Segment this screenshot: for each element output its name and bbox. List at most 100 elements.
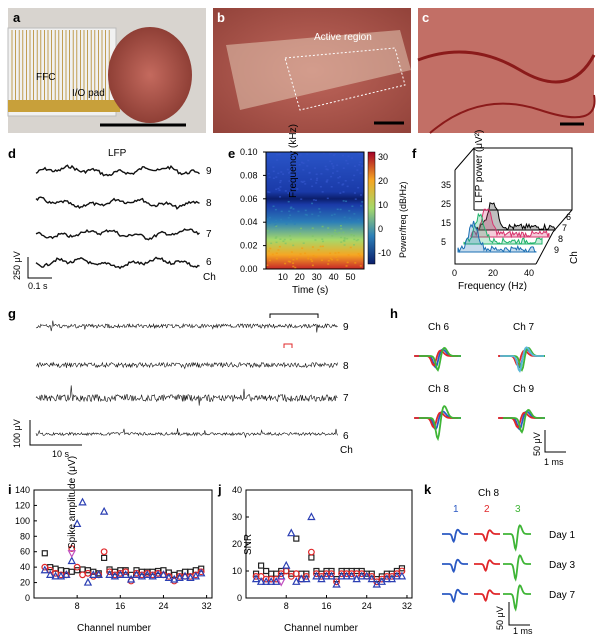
ytick: 30 — [232, 512, 242, 522]
colorbar — [367, 151, 376, 265]
k-scale-x: 1 ms — [513, 626, 533, 636]
k-waveform — [474, 529, 500, 543]
g-traces — [35, 320, 338, 439]
panel-label-h: h — [390, 306, 398, 321]
k-scale-bar — [508, 602, 530, 626]
k-waveform — [474, 559, 500, 573]
data-point — [307, 548, 315, 556]
data-point — [287, 528, 296, 537]
k-unit-3: 3 — [515, 504, 521, 515]
lfp-ch-9: 9 — [206, 166, 212, 177]
ytick: 140 — [15, 485, 30, 495]
data-point — [332, 579, 341, 588]
data-point — [56, 571, 66, 580]
data-point — [261, 577, 271, 585]
data-point — [263, 567, 270, 575]
data-point — [106, 568, 113, 576]
data-point — [41, 563, 49, 571]
data-point — [308, 554, 315, 561]
spectrogram-ytick: 0.06 — [240, 194, 258, 204]
data-point — [84, 569, 92, 577]
panel-c: c — [417, 8, 596, 134]
lfp-trace — [35, 196, 200, 210]
h-scale-bar — [544, 430, 566, 453]
data-point — [67, 556, 76, 565]
panel-label-k: k — [424, 482, 432, 497]
g-scale-x: 10 s — [52, 449, 70, 459]
spectrogram-ytick: 0.10 — [240, 147, 258, 157]
data-point — [62, 570, 71, 578]
xtick: 24 — [158, 601, 168, 611]
data-point — [342, 571, 351, 580]
panel-g: g 9 8 7 6 Ch 100 μV 10 s — [8, 306, 353, 459]
ytick: 80 — [20, 531, 30, 541]
k-waveform — [503, 554, 531, 582]
data-point — [148, 571, 157, 580]
colorbar-tick: 20 — [378, 176, 388, 186]
i-ylabel: Spike amplitude (μV) — [67, 456, 78, 549]
data-point — [357, 571, 366, 580]
f-x-ticks: 0 20 40 — [452, 268, 534, 278]
data-point — [100, 548, 108, 556]
data-point — [392, 571, 402, 580]
data-point — [159, 570, 168, 578]
f-ch-tick: 8 — [558, 234, 563, 244]
k-waveforms — [442, 524, 531, 612]
g-scale-bar — [29, 420, 82, 446]
spectrogram-xtick: 30 — [312, 272, 322, 282]
active-region-box — [284, 47, 406, 111]
g-zoom-bracket-red — [283, 343, 293, 348]
ytick: 20 — [232, 539, 242, 549]
f-axes — [454, 170, 536, 265]
data-point — [362, 571, 371, 580]
ytick: 60 — [20, 547, 30, 557]
h-waveforms — [414, 346, 545, 442]
data-point — [358, 570, 366, 578]
data-point — [197, 568, 206, 577]
lfp-trace — [35, 256, 200, 270]
data-point — [307, 512, 316, 521]
h-waveform — [503, 408, 545, 434]
colorbar-ticks: 30 20 10 0 -10 — [378, 152, 391, 258]
xtick: 8 — [75, 601, 80, 611]
spectrogram-frame — [265, 151, 365, 270]
g-ch-9: 9 — [343, 322, 349, 333]
panel-j: j 0 10 20 30 40 8 16 24 32 SNR Channel number — [217, 482, 413, 634]
f-spectrum — [476, 202, 556, 231]
panel-b: b Active region — [213, 8, 411, 133]
data-point — [122, 568, 130, 576]
ytick: 0 — [237, 593, 242, 603]
active-region-label: Active region — [314, 32, 372, 43]
lfp-trace — [35, 164, 200, 177]
data-point — [68, 545, 76, 553]
data-point — [116, 570, 125, 578]
tissue-a — [108, 27, 192, 123]
g-trace — [35, 320, 338, 333]
h-waveform — [419, 346, 461, 372]
data-point — [266, 577, 276, 585]
f-spectra — [457, 202, 556, 253]
data-point — [251, 574, 261, 583]
data-point — [277, 570, 285, 578]
ytick: 100 — [15, 516, 30, 526]
xtick: 32 — [202, 601, 212, 611]
data-point — [302, 574, 311, 583]
panel-label-a: a — [13, 10, 21, 25]
data-point — [153, 570, 163, 578]
plot-frame — [33, 489, 213, 599]
panel-label-b: b — [217, 10, 225, 25]
ffc-label: FFC — [36, 72, 55, 83]
data-point — [328, 570, 335, 578]
colorbar-label: Power/freq (dB/Hz) — [398, 181, 408, 258]
ytick: 20 — [20, 578, 30, 588]
io-pad-label: I/O pad — [72, 88, 105, 99]
data-point — [73, 563, 81, 571]
panel-a: a FFC I/O pad — [7, 8, 206, 133]
colorbar-tick: 30 — [378, 152, 388, 162]
j-xlabel: Channel number — [284, 623, 359, 634]
data-point — [45, 570, 55, 578]
spectrogram-ytick: 0.08 — [240, 170, 258, 180]
f-spectrum — [463, 212, 543, 245]
f-ch-tick: 9 — [554, 245, 559, 255]
